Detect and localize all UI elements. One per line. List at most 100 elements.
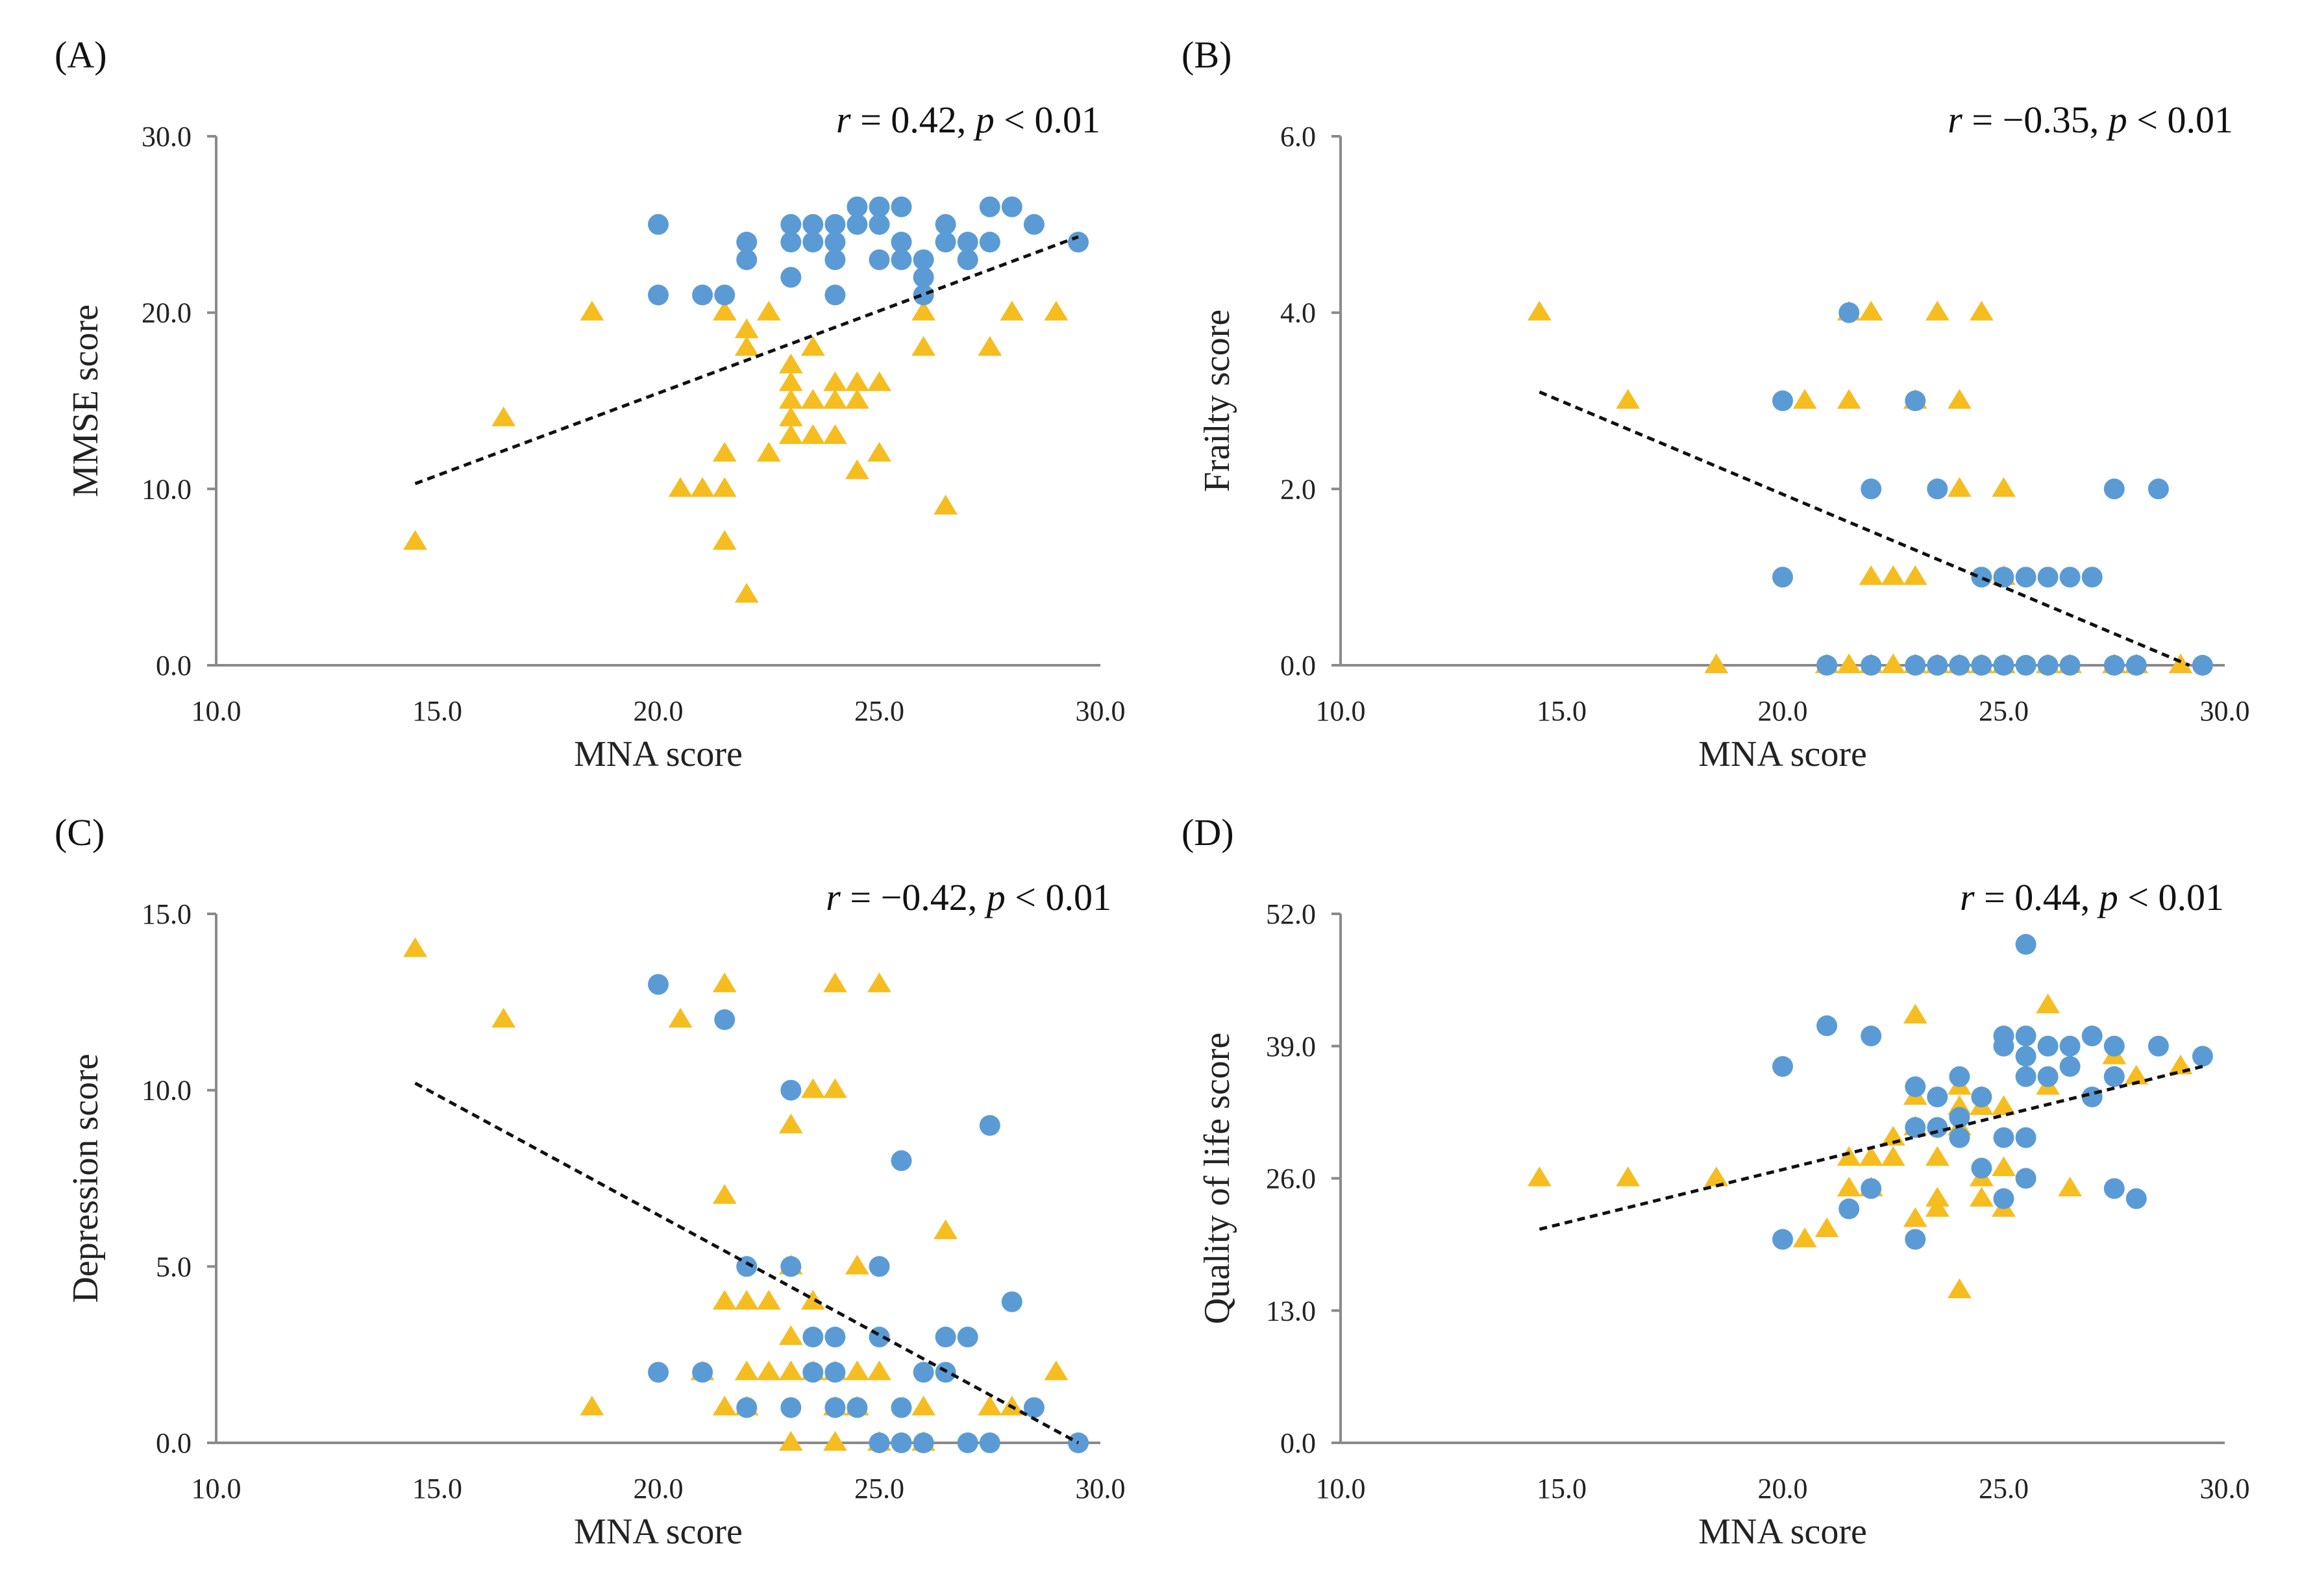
panel-c: (C) r = −0.42, p < 0.01 0.0 5.0 10.0 15.… xyxy=(32,811,1149,1584)
panel-c-annotation-r: r xyxy=(826,876,841,918)
panel-d-x-tick-label: 20.0 xyxy=(1758,1473,1808,1504)
trendline xyxy=(414,1081,1080,1445)
panel-b-y-axis-title: Frailty score xyxy=(1197,310,1237,492)
scatter-point-triangle xyxy=(823,389,847,409)
scatter-point-circle xyxy=(1772,1229,1793,1250)
scatter-point-triangle xyxy=(2124,1064,2149,1085)
panel-d-x-ticks: 10.0 15.0 20.0 25.0 30.0 xyxy=(1316,1473,2250,1504)
scatter-point-triangle xyxy=(1903,565,1927,585)
scatter-point-circle xyxy=(1905,390,1926,411)
scatter-point-triangle xyxy=(778,1325,803,1345)
scatter-point-circle xyxy=(1971,655,1992,676)
scatter-point-circle xyxy=(2059,567,2081,588)
scatter-point-circle xyxy=(1971,1087,1992,1108)
scatter-point-triangle xyxy=(845,1360,869,1381)
scatter-point-circle xyxy=(2081,1025,2103,1047)
trendline xyxy=(1539,1064,2203,1231)
scatter-point-circle xyxy=(824,249,846,271)
panel-b-x-axis-title: MNA score xyxy=(1698,734,1867,774)
scatter-point-circle xyxy=(2015,1066,2036,1087)
scatter-point-circle xyxy=(648,214,669,235)
panel-a-x-tick-label: 30.0 xyxy=(1076,695,1126,727)
scatter-point-triangle xyxy=(1881,565,1905,585)
scatter-point-circle xyxy=(648,974,669,995)
scatter-point-triangle xyxy=(800,389,825,409)
scatter-point-triangle xyxy=(1948,389,1972,409)
panel-c-x-axis-title: MNA score xyxy=(574,1512,743,1552)
panel-c-y-axis-title: Depression score xyxy=(66,1053,106,1303)
scatter-point-triangle xyxy=(823,1430,847,1451)
scatter-point-circle xyxy=(648,1362,669,1383)
scatter-point-triangle xyxy=(778,371,803,391)
panel-c-x-tick-label: 15.0 xyxy=(412,1473,462,1504)
panel-a-label: (A) xyxy=(55,34,107,76)
scatter-point-circle xyxy=(736,249,758,271)
panel-b-x-tick-label: 15.0 xyxy=(1537,695,1587,727)
scatter-point-circle xyxy=(957,249,978,271)
panel-d-y-tick-label: 13.0 xyxy=(1266,1295,1316,1327)
scatter-point-circle xyxy=(1927,1087,1948,1108)
scatter-point-circle xyxy=(802,232,824,252)
scatter-point-triangle xyxy=(712,1395,737,1416)
scatter-point-triangle xyxy=(911,301,935,321)
scatter-point-circle xyxy=(2103,478,2125,500)
panel-c-annotation: r = −0.42, p < 0.01 xyxy=(826,876,1111,918)
panel-b-annotation-p: p xyxy=(2106,99,2127,141)
scatter-point-triangle xyxy=(778,1113,803,1134)
scatter-point-triangle xyxy=(978,336,1002,356)
scatter-point-circle xyxy=(802,1362,824,1383)
panel-d-y-ticks: 0.0 13.0 26.0 39.0 52.0 xyxy=(1266,898,1341,1459)
scatter-point-circle xyxy=(824,232,846,252)
panel-d-x-axis-title: MNA score xyxy=(1698,1512,1867,1552)
panel-c-x-ticks: 10.0 15.0 20.0 25.0 30.0 xyxy=(192,1473,1126,1504)
scatter-point-circle xyxy=(824,214,846,235)
scatter-point-triangle xyxy=(491,1007,516,1028)
scatter-point-circle xyxy=(1927,1117,1948,1138)
scatter-point-circle xyxy=(780,1256,802,1277)
scatter-point-triangle xyxy=(668,477,693,497)
scatter-point-triangle xyxy=(1881,1146,1905,1166)
scatter-point-circle xyxy=(2059,655,2081,676)
panel-d-y-axis-title: Quality of life score xyxy=(1197,1033,1237,1324)
scatter-point-triangle xyxy=(1616,389,1640,409)
scatter-point-circle xyxy=(1861,1178,1882,1199)
panel-c-x-tick-label: 30.0 xyxy=(1076,1473,1126,1504)
scatter-point-triangle xyxy=(867,972,891,992)
scatter-point-circle xyxy=(1993,1035,2014,1057)
scatter-point-circle xyxy=(935,232,956,252)
scatter-point-circle xyxy=(714,1009,736,1030)
scatter-point-triangle xyxy=(823,1078,847,1098)
panel-a-x-ticks: 10.0 15.0 20.0 25.0 30.0 xyxy=(192,695,1126,727)
scatter-point-circle xyxy=(2103,1035,2125,1057)
trendline xyxy=(414,235,1079,485)
panel-c-y-ticks: 0.0 5.0 10.0 15.0 xyxy=(142,898,216,1459)
scatter-point-circle xyxy=(1816,655,1838,676)
scatter-point-circle xyxy=(2081,567,2103,588)
scatter-point-triangle xyxy=(756,301,781,321)
scatter-point-triangle xyxy=(1925,1197,1949,1217)
scatter-point-triangle xyxy=(734,336,759,356)
scatter-point-circle xyxy=(869,1256,890,1277)
panel-c-annotation-p-value: < 0.01 xyxy=(1006,876,1111,918)
scatter-point-circle xyxy=(1001,196,1022,217)
panel-d-y-tick-label: 39.0 xyxy=(1266,1031,1316,1062)
scatter-point-triangle xyxy=(1992,477,2016,497)
scatter-point-triangle xyxy=(1948,477,1972,497)
panel-d-annotation-p-value: < 0.01 xyxy=(2118,876,2224,918)
scatter-point-circle xyxy=(1772,390,1793,411)
panel-b-y-tick-label: 6.0 xyxy=(1280,121,1316,153)
scatter-point-triangle xyxy=(1044,301,1069,321)
scatter-point-circle xyxy=(979,1432,1000,1453)
scatter-point-circle xyxy=(2015,567,2036,588)
scatter-point-triangle xyxy=(756,1290,781,1310)
scatter-point-circle xyxy=(2015,1127,2036,1148)
panel-b-annotation-p-value: < 0.01 xyxy=(2127,99,2233,141)
scatter-point-circle xyxy=(847,196,868,217)
trendline xyxy=(1539,390,2190,667)
panel-d-y-tick-label: 26.0 xyxy=(1266,1163,1316,1195)
scatter-point-triangle xyxy=(778,424,803,444)
panel-a-y-tick-label: 0.0 xyxy=(156,650,192,681)
scatter-point-circle xyxy=(1001,1291,1022,1312)
scatter-point-circle xyxy=(802,1327,824,1347)
panel-a-y-tick-label: 20.0 xyxy=(142,297,192,329)
